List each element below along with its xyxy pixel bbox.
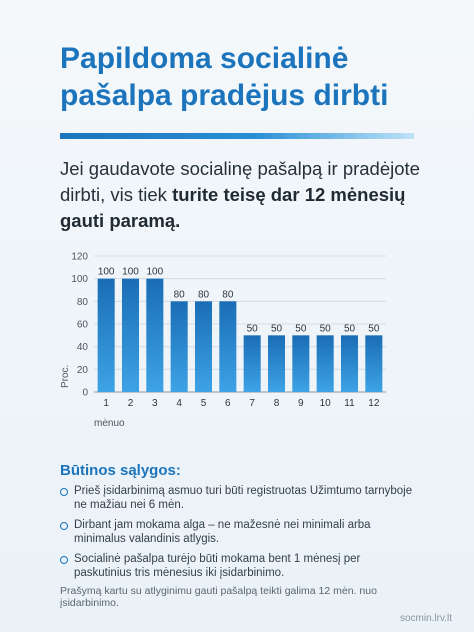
- y-tick-label: 0: [82, 388, 88, 399]
- data-label: 50: [320, 323, 332, 334]
- conditions-list: Prieš įsidarbinimą asmuo turi būti regis…: [60, 484, 420, 586]
- y-tick-label: 40: [77, 342, 89, 353]
- title-line-1: Papildoma socialinė: [60, 42, 349, 75]
- x-tick-label: 7: [249, 398, 255, 409]
- website-link[interactable]: socmin.lrv.lt: [399, 613, 452, 624]
- page-title: Papildoma socialinė pašalpa pradėjus dir…: [60, 40, 440, 114]
- condition-item: Prieš įsidarbinimą asmuo turi būti regis…: [60, 484, 420, 512]
- condition-item: Socialinė pašalpa turėjo būti mokama ben…: [60, 552, 420, 580]
- x-tick-label: 10: [320, 398, 332, 409]
- data-label: 100: [122, 267, 139, 278]
- bullet-icon: [60, 556, 68, 564]
- intro-regular: Jei gaudavote socialinę pašalpą ir pradė…: [60, 158, 420, 205]
- condition-text: Socialinė pašalpa turėjo būti mokama ben…: [74, 553, 361, 579]
- condition-item: Dirbant jam mokama alga – ne mažesnė nei…: [60, 518, 420, 546]
- data-label: 50: [344, 323, 356, 334]
- data-label: 50: [247, 323, 259, 334]
- bullet-icon: [60, 522, 68, 530]
- x-tick-label: 1: [103, 398, 109, 409]
- y-tick-label: 100: [71, 274, 88, 285]
- data-label: 100: [146, 267, 163, 278]
- bar: [316, 335, 334, 392]
- bar: [267, 335, 286, 392]
- y-tick-label: 80: [77, 297, 89, 308]
- x-tick-label: 4: [176, 398, 182, 409]
- bar: [194, 301, 213, 392]
- y-axis-label: Proc.: [60, 365, 71, 388]
- bullet-icon: [60, 488, 68, 496]
- data-label: 80: [174, 289, 186, 300]
- bar: [146, 278, 164, 392]
- bar: [340, 335, 359, 392]
- y-tick-label: 120: [71, 252, 88, 263]
- data-label: 50: [368, 323, 380, 334]
- x-axis-label: mėnuo: [94, 418, 125, 429]
- benefit-chart: 0 20 40 60 80 100 120 100 1 100 2 100 3 80 4 80 5 80 6 50 7 5…: [56, 246, 386, 436]
- bar: [292, 335, 310, 392]
- x-tick-label: 2: [128, 398, 134, 409]
- x-tick-label: 5: [201, 398, 207, 409]
- data-label: 50: [271, 323, 283, 334]
- x-tick-label: 9: [298, 398, 304, 409]
- title-underline: [60, 133, 414, 139]
- bar: [97, 278, 115, 392]
- chart-svg: 0 20 40 60 80 100 120 100 1 100 2 100 3 80 4 80 5 80 6 50 7 5…: [60, 252, 386, 429]
- x-tick-label: 8: [274, 398, 280, 409]
- bar: [121, 278, 140, 392]
- footnote: Prašymą kartu su atlyginimu gauti pašalp…: [60, 585, 377, 609]
- bar: [170, 301, 188, 392]
- bar: [365, 335, 383, 392]
- conditions-title: Būtinos sąlygos:: [60, 462, 181, 479]
- data-label: 80: [198, 289, 210, 300]
- bar: [243, 335, 261, 392]
- x-tick-label: 6: [225, 398, 231, 409]
- condition-text: Dirbant jam mokama alga – ne mažesnė nei…: [74, 519, 371, 545]
- bar: [219, 301, 237, 392]
- data-label: 100: [98, 267, 115, 278]
- intro-text: Jei gaudavote socialinę pašalpą ir pradė…: [60, 156, 420, 234]
- y-tick-label: 60: [77, 320, 89, 331]
- data-label: 50: [295, 323, 307, 334]
- condition-text: Prieš įsidarbinimą asmuo turi būti regis…: [74, 485, 413, 511]
- y-tick-label: 20: [77, 365, 89, 376]
- intro-bold: turite teisę dar 12 mėnesių gauti paramą…: [60, 184, 406, 231]
- title-line-2: pašalpa pradėjus dirbti: [60, 79, 389, 112]
- x-tick-label: 3: [152, 398, 158, 409]
- x-tick-label: 12: [368, 398, 380, 409]
- x-tick-label: 11: [344, 398, 355, 409]
- data-label: 80: [222, 289, 234, 300]
